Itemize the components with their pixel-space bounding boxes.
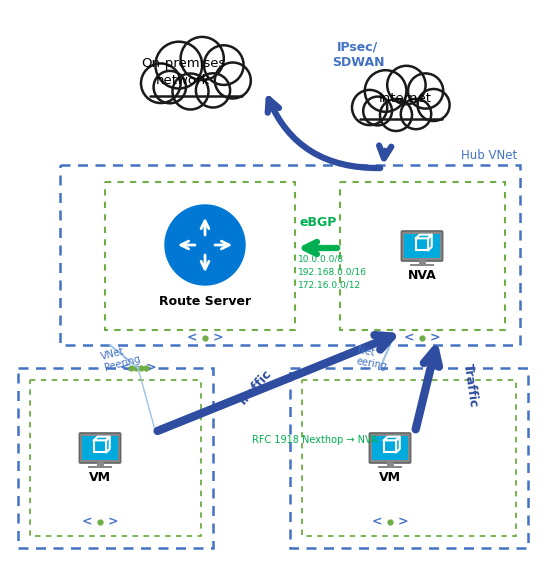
- Bar: [82, 436, 118, 460]
- Bar: [88, 466, 112, 468]
- Bar: [290, 368, 528, 548]
- Bar: [404, 234, 439, 258]
- Text: eBGP: eBGP: [299, 215, 337, 228]
- Text: 10.0.0.0/8
192.168.0.0/16
172.16.0.0/12: 10.0.0.0/8 192.168.0.0/16 172.16.0.0/12: [298, 255, 367, 289]
- Bar: [302, 380, 516, 536]
- Bar: [60, 165, 520, 345]
- Bar: [94, 440, 106, 452]
- Circle shape: [204, 45, 244, 85]
- Text: <: <: [372, 515, 382, 529]
- Text: On-premises
network: On-premises network: [141, 57, 225, 87]
- Polygon shape: [384, 437, 400, 440]
- Text: >: >: [398, 515, 408, 529]
- Circle shape: [380, 99, 412, 131]
- Circle shape: [180, 37, 224, 80]
- Text: VM: VM: [89, 471, 111, 484]
- Text: >: >: [108, 515, 118, 529]
- Bar: [340, 182, 505, 330]
- Circle shape: [196, 73, 230, 107]
- Circle shape: [365, 70, 406, 112]
- Bar: [384, 440, 396, 452]
- Bar: [105, 182, 295, 330]
- Text: Internet: Internet: [378, 91, 432, 104]
- Bar: [410, 264, 434, 266]
- Circle shape: [173, 73, 208, 110]
- Bar: [416, 238, 428, 250]
- Text: Net
eering: Net eering: [355, 344, 389, 371]
- Text: Traffic: Traffic: [235, 367, 274, 409]
- Text: <: <: [120, 362, 130, 374]
- Bar: [18, 368, 213, 548]
- Text: Route Server: Route Server: [159, 295, 251, 308]
- Polygon shape: [360, 107, 442, 119]
- Circle shape: [215, 63, 251, 99]
- Text: >: >: [213, 332, 223, 344]
- Polygon shape: [150, 83, 242, 96]
- Text: <: <: [82, 515, 92, 529]
- Text: RFC 1918 Nexthop → NVA: RFC 1918 Nexthop → NVA: [252, 435, 378, 445]
- Polygon shape: [396, 437, 400, 452]
- Polygon shape: [416, 235, 432, 238]
- Text: Hub VNet: Hub VNet: [461, 149, 517, 162]
- Circle shape: [352, 90, 387, 125]
- Circle shape: [156, 42, 202, 88]
- FancyBboxPatch shape: [402, 231, 443, 261]
- FancyBboxPatch shape: [370, 433, 411, 463]
- Bar: [30, 380, 201, 536]
- Text: NVA: NVA: [408, 269, 436, 282]
- Circle shape: [153, 71, 186, 103]
- Polygon shape: [94, 437, 110, 440]
- Text: <: <: [187, 332, 197, 344]
- Circle shape: [408, 73, 443, 108]
- Bar: [372, 436, 408, 460]
- Circle shape: [141, 64, 180, 103]
- Circle shape: [401, 99, 431, 129]
- Text: VNet
Peering: VNet Peering: [100, 343, 141, 373]
- Circle shape: [417, 89, 449, 121]
- Circle shape: [363, 96, 392, 125]
- FancyBboxPatch shape: [79, 433, 120, 463]
- Text: <: <: [404, 332, 414, 344]
- Text: >: >: [146, 362, 156, 374]
- Polygon shape: [428, 235, 432, 250]
- Bar: [378, 466, 402, 468]
- Text: VM: VM: [379, 471, 401, 484]
- Circle shape: [165, 205, 245, 285]
- Text: Traffic: Traffic: [460, 362, 480, 408]
- Circle shape: [387, 66, 426, 104]
- Polygon shape: [106, 437, 110, 452]
- Text: >: >: [430, 332, 440, 344]
- Text: IPsec/
SDWAN: IPsec/ SDWAN: [332, 41, 384, 69]
